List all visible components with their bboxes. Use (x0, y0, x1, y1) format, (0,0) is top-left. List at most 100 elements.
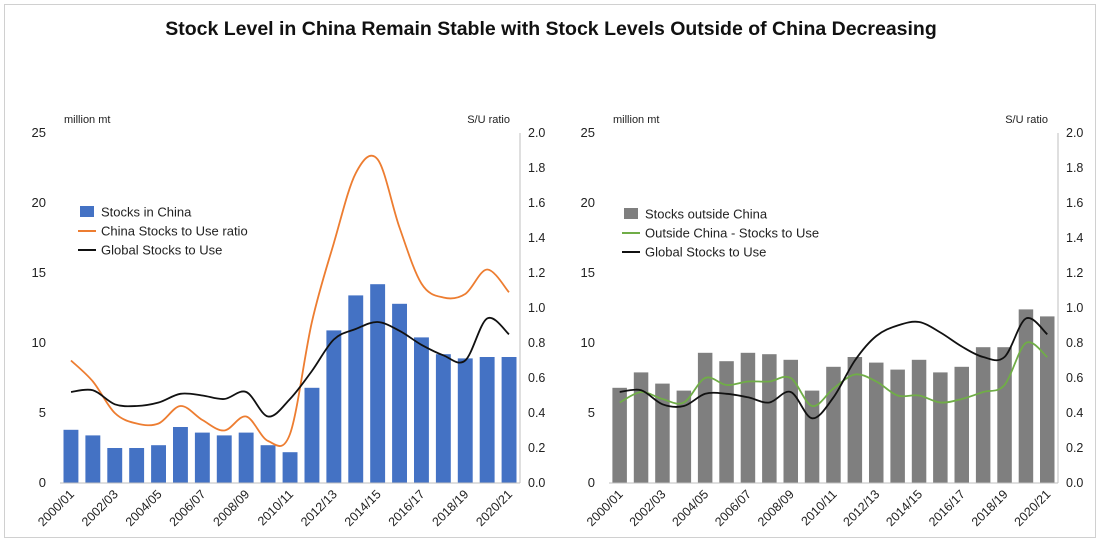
right-tick-label: 1.6 (528, 196, 545, 210)
x-tick-label: 2000/01 (35, 487, 77, 529)
bar (933, 372, 948, 483)
x-tick-label: 2002/03 (627, 487, 669, 529)
bar (633, 372, 649, 483)
bar (847, 357, 863, 483)
right-tick-label: 0.8 (528, 336, 545, 350)
bar (238, 432, 254, 483)
bar (762, 354, 777, 483)
legend-swatch (624, 208, 638, 219)
right-axis-label: S/U ratio (467, 114, 510, 126)
legend-label: China Stocks to Use ratio (101, 224, 248, 239)
left-tick-label: 15 (32, 265, 46, 280)
bar (370, 284, 386, 483)
series-line (70, 154, 510, 447)
left-axis-label: million mt (64, 114, 110, 126)
bar (501, 357, 517, 483)
bar (194, 432, 210, 483)
right-tick-label: 1.4 (528, 231, 545, 245)
bar (414, 337, 429, 483)
bar (676, 390, 692, 483)
x-tick-label: 2012/13 (298, 487, 340, 529)
bar (435, 354, 451, 483)
x-tick-label: 2002/03 (79, 487, 121, 529)
bar (151, 445, 166, 483)
bar (260, 445, 276, 483)
x-tick-label: 2018/19 (430, 487, 472, 529)
x-tick-label: 2006/07 (167, 487, 209, 529)
right-tick-label: 0.0 (528, 476, 545, 490)
right-tick-label: 1.0 (528, 301, 545, 315)
x-tick-label: 2010/11 (798, 487, 839, 528)
right-tick-label: 2.0 (528, 126, 545, 140)
right-tick-label: 1.2 (528, 266, 545, 280)
x-tick-label: 2016/17 (386, 487, 428, 529)
x-tick-label: 2020/21 (1012, 487, 1054, 529)
right-tick-label: 0.6 (1066, 371, 1083, 385)
left-tick-label: 20 (581, 195, 595, 210)
left-tick-label: 5 (39, 405, 46, 420)
series-line (619, 341, 1048, 407)
x-tick-label: 2004/05 (669, 487, 711, 529)
series-line (619, 317, 1048, 420)
legend-swatch (80, 206, 94, 217)
right-tick-label: 0.4 (528, 406, 545, 420)
bar (1040, 316, 1055, 483)
bar (326, 330, 342, 483)
bar (173, 427, 188, 483)
bar (612, 387, 627, 483)
legend-label: Outside China - Stocks to Use (645, 226, 819, 241)
right-tick-label: 1.8 (1066, 161, 1083, 175)
bar (457, 358, 473, 483)
left-tick-label: 10 (581, 335, 595, 350)
right-axis-label: S/U ratio (1005, 114, 1048, 126)
right-tick-label: 0.4 (1066, 406, 1083, 420)
bar (783, 359, 798, 483)
right-tick-label: 0.2 (528, 441, 545, 455)
x-tick-label: 2016/17 (926, 487, 968, 529)
chart-panel-2: million mt S/U ratio 0 5 10 15 20 25 0.0 0.2 0.4 0.… (581, 114, 1084, 529)
bar (348, 295, 364, 483)
legend-label: Stocks in China (101, 205, 192, 220)
right-tick-label: 0.6 (528, 371, 545, 385)
x-tick-label: 2014/15 (883, 487, 925, 529)
bar (869, 362, 884, 483)
bar (129, 448, 145, 483)
left-tick-label: 25 (581, 125, 595, 140)
x-tick-label: 2008/09 (755, 487, 797, 529)
bar (1018, 309, 1034, 483)
right-tick-label: 1.2 (1066, 266, 1083, 280)
bar (697, 352, 713, 483)
bar (740, 352, 756, 483)
left-tick-label: 0 (588, 475, 595, 490)
x-tick-label: 2020/21 (473, 487, 515, 529)
bar (479, 357, 495, 483)
left-tick-label: 15 (581, 265, 595, 280)
bar (304, 387, 320, 483)
bar (282, 452, 298, 483)
bar (719, 361, 734, 483)
right-tick-label: 1.8 (528, 161, 545, 175)
x-tick-label: 2014/15 (342, 487, 384, 529)
bar (975, 347, 991, 483)
bar (107, 448, 123, 483)
chart-panel-1: million mt S/U ratio 0 5 10 15 20 25 0.0 0.2 0.4 0.… (32, 114, 546, 529)
x-tick-label: 2010/11 (255, 487, 296, 528)
bar (804, 390, 820, 483)
bar (826, 366, 841, 483)
right-tick-label: 0.0 (1066, 476, 1083, 490)
figure-title: Stock Level in China Remain Stable with … (165, 18, 937, 40)
right-tick-label: 2.0 (1066, 126, 1083, 140)
series-line (70, 316, 510, 418)
bar (63, 429, 79, 483)
left-tick-label: 0 (39, 475, 46, 490)
x-tick-label: 2008/09 (210, 487, 252, 529)
bar (655, 383, 670, 483)
x-tick-label: 2004/05 (123, 487, 165, 529)
right-tick-label: 1.0 (1066, 301, 1083, 315)
bar (911, 359, 927, 483)
right-tick-label: 0.2 (1066, 441, 1083, 455)
legend-label: Global Stocks to Use (645, 245, 766, 260)
x-tick-label: 2012/13 (841, 487, 883, 529)
left-tick-label: 10 (32, 335, 46, 350)
